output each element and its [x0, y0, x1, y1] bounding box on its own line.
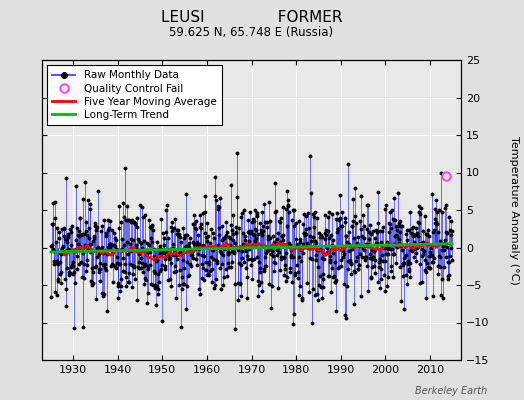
Y-axis label: Temperature Anomaly (°C): Temperature Anomaly (°C): [509, 136, 519, 284]
Text: 59.625 N, 65.748 E (Russia): 59.625 N, 65.748 E (Russia): [169, 26, 334, 39]
Legend: Raw Monthly Data, Quality Control Fail, Five Year Moving Average, Long-Term Tren: Raw Monthly Data, Quality Control Fail, …: [47, 65, 222, 125]
Text: Berkeley Earth: Berkeley Earth: [415, 386, 487, 396]
Text: LEUSI               FORMER: LEUSI FORMER: [161, 10, 342, 25]
